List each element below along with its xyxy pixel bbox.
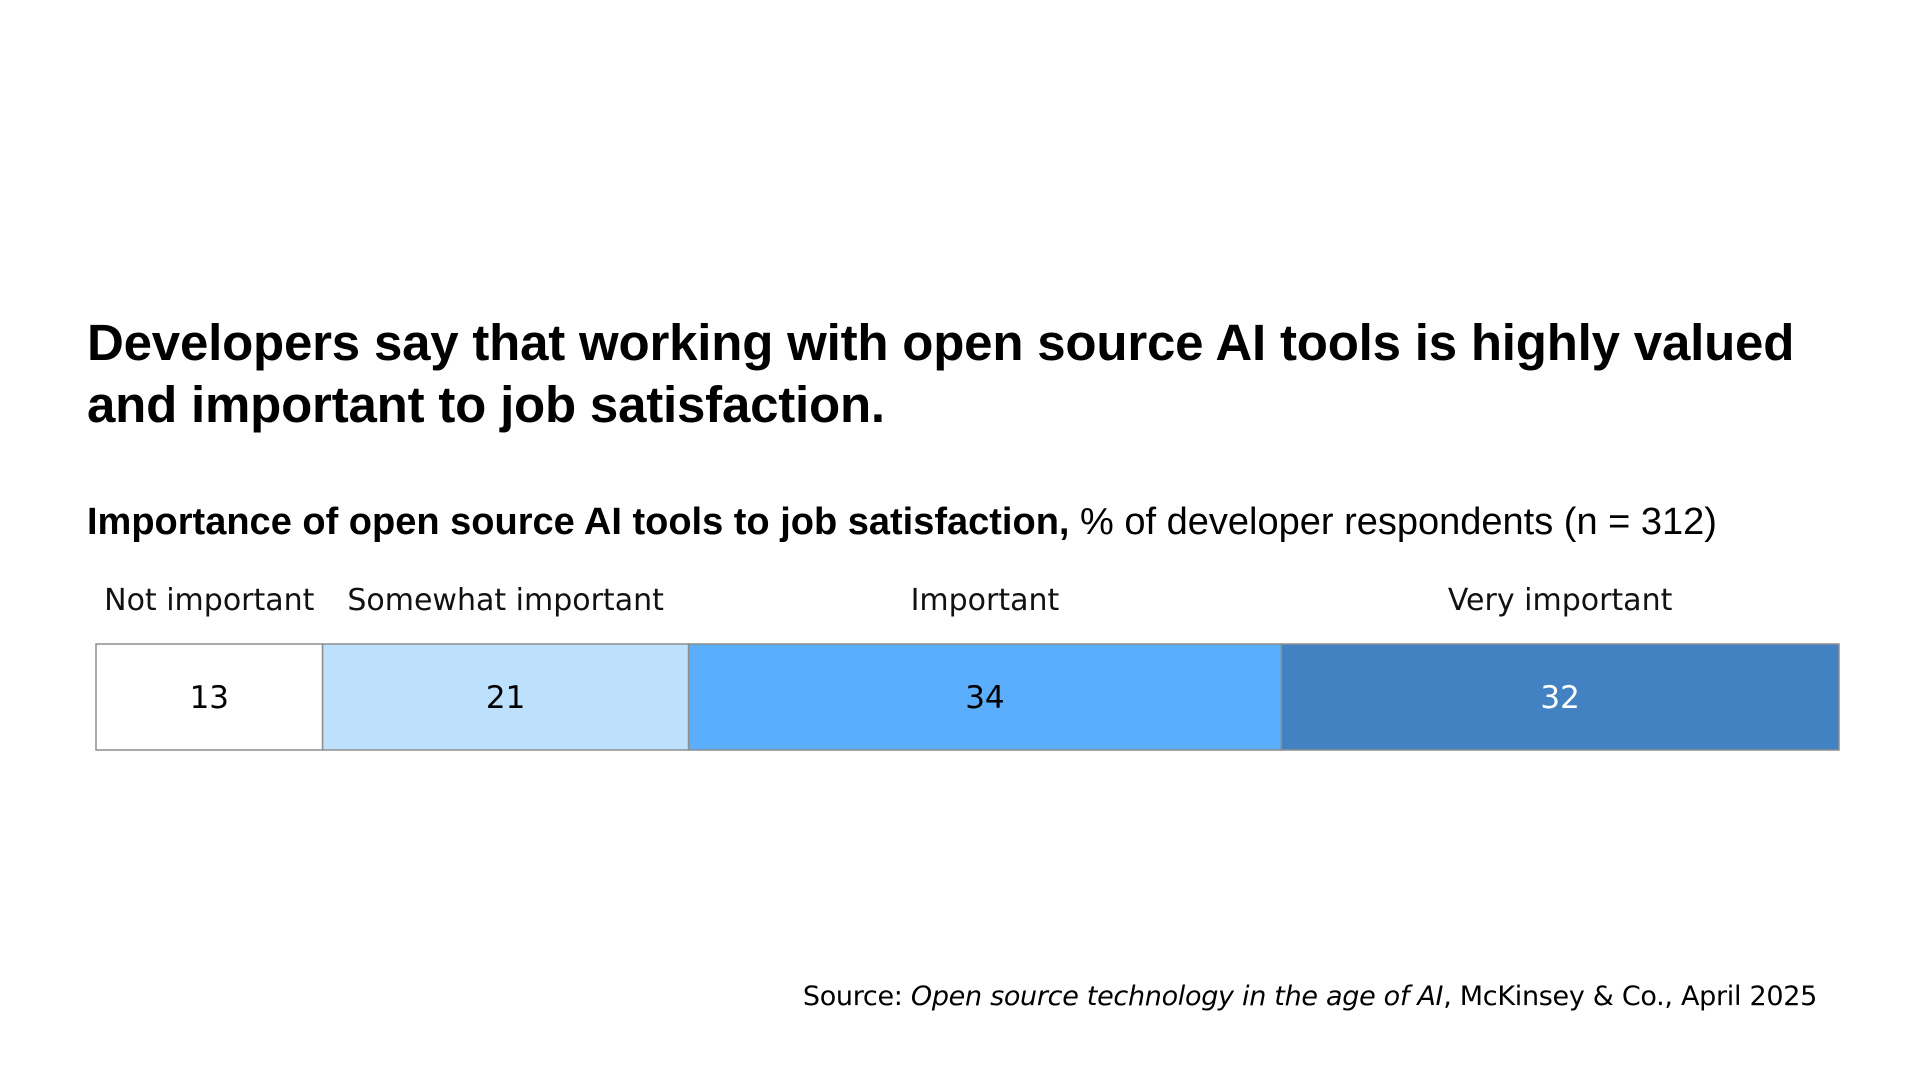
source-suffix: , McKinsey & Co., April 2025 [1443,981,1817,1012]
category-label-important: Important [911,583,1060,618]
category-label-somewhat-important: Somewhat important [347,583,664,618]
category-label-not-important: Not important [104,583,315,618]
bar-segments [95,643,1840,751]
chart-subtitle-normal: % of developer respondents (n = 312) [1069,501,1717,543]
bar-segment-not-important [95,643,324,751]
category-labels: Not important Somewhat important Important… [104,583,1672,618]
value-label-very-important: 32 [1540,680,1579,716]
category-label-very-important: Very important [1448,583,1673,618]
value-labels: 13 21 34 32 [190,680,1580,716]
source-note: Source: Open source technology in the ag… [803,980,1817,1014]
source-title: Open source technology in the age of AI [910,981,1444,1012]
chart-subtitle-bold: Importance of open source AI tools to jo… [87,501,1070,543]
source-prefix: Source: [802,981,911,1012]
bar-segment-very-important [1280,643,1840,751]
value-label-somewhat-important: 21 [486,680,525,716]
chart-subtitle: Importance of open source AI tools to jo… [87,498,1717,546]
bar-segment-important [687,643,1282,751]
value-label-important: 34 [965,680,1004,716]
value-label-not-important: 13 [190,680,229,716]
headline: Developers say that working with open so… [87,314,1795,433]
bar-segment-somewhat-important [321,643,690,751]
